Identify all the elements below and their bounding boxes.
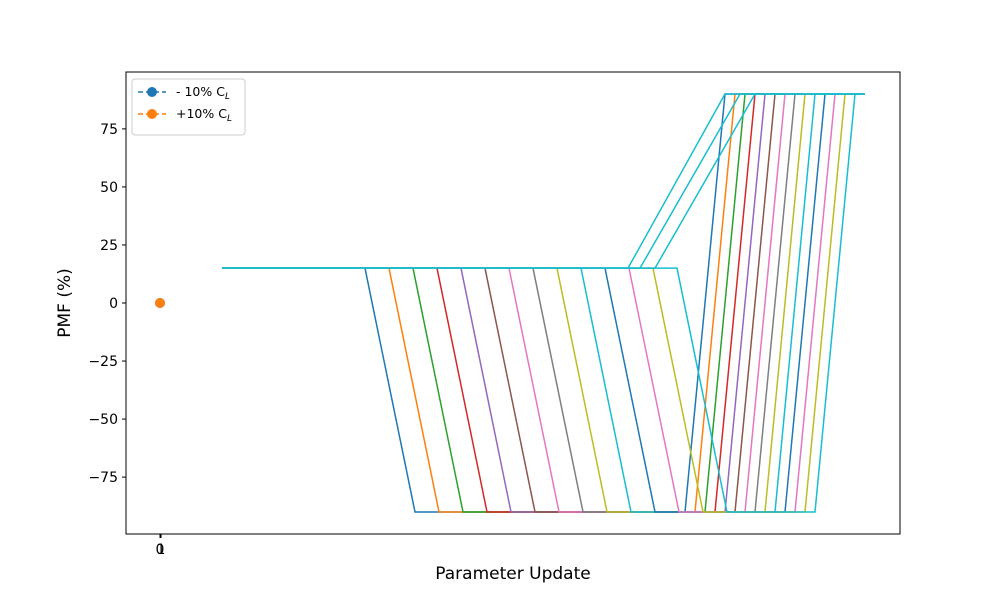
y-tick-label: −25 — [88, 354, 118, 370]
legend-marker — [147, 87, 157, 97]
legend-marker — [147, 109, 157, 119]
y-tick-label: 50 — [100, 180, 118, 196]
series-marker — [155, 298, 165, 308]
y-axis-label: PMF (%) — [55, 268, 75, 338]
y-tick-label: 75 — [100, 122, 118, 138]
series-line — [222, 93, 865, 513]
x-tick-label: 1 — [157, 542, 166, 558]
legend-label: - 10% CL — [176, 84, 230, 102]
y-tick-label: −50 — [88, 412, 118, 428]
x-tick-label: 0 — [156, 542, 165, 558]
y-tick-label: −75 — [88, 470, 118, 486]
series-line — [222, 93, 865, 269]
series-line — [222, 93, 865, 269]
legend-box — [131, 78, 246, 136]
y-tick-label: 0 — [109, 296, 118, 312]
legend-label: +10% CL — [176, 106, 232, 124]
x-axis-label: Parameter Update — [435, 564, 590, 584]
y-tick-label: 25 — [100, 238, 118, 254]
series-line — [222, 93, 865, 269]
plot-frame — [125, 71, 901, 535]
series-group — [155, 93, 865, 513]
